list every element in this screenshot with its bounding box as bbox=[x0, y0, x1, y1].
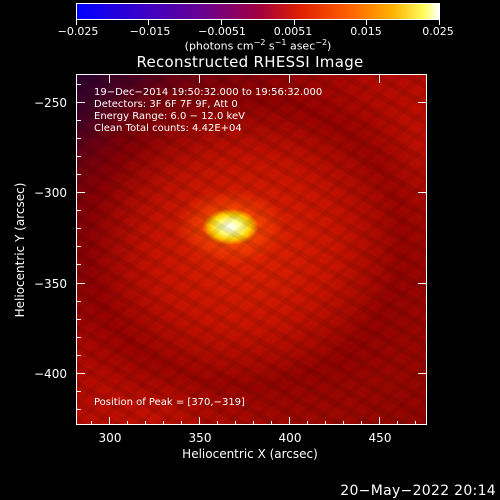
plot-title: Reconstructed RHESSI Image bbox=[136, 53, 364, 71]
x-minor-tick bbox=[307, 421, 308, 425]
image-texture bbox=[77, 75, 426, 424]
colorbar-tick-label: 0.0051 bbox=[273, 25, 313, 38]
y-minor-tick bbox=[77, 355, 81, 356]
colorbar bbox=[76, 3, 440, 20]
y-major-tick bbox=[77, 192, 85, 193]
x-minor-tick bbox=[253, 421, 254, 425]
y-minor-tick bbox=[77, 391, 81, 392]
x-tick-label: 400 bbox=[278, 431, 302, 445]
y-tick-label: −400 bbox=[34, 367, 67, 381]
y-major-tick bbox=[77, 373, 85, 374]
x-minor-tick bbox=[397, 421, 398, 425]
x-major-tick bbox=[379, 75, 380, 83]
colorbar-tick bbox=[221, 20, 222, 25]
y-minor-tick bbox=[77, 174, 81, 175]
plot-area: 19−Dec−2014 19:50:32.000 to 19:56:32.000… bbox=[76, 74, 427, 425]
colorbar-tick bbox=[76, 20, 77, 25]
x-minor-tick bbox=[325, 421, 326, 425]
x-minor-tick bbox=[235, 421, 236, 425]
x-minor-tick bbox=[217, 421, 218, 425]
x-minor-tick bbox=[271, 421, 272, 425]
colorbar-tick bbox=[439, 20, 440, 25]
y-minor-tick bbox=[77, 228, 81, 229]
colorbar-tick bbox=[294, 20, 295, 25]
colorbar-tick bbox=[148, 20, 149, 25]
colorbar-tick bbox=[366, 20, 367, 25]
x-major-tick bbox=[109, 75, 110, 83]
y-minor-tick bbox=[77, 264, 81, 265]
x-minor-tick bbox=[91, 421, 92, 425]
x-minor-tick bbox=[343, 421, 344, 425]
x-minor-tick bbox=[361, 421, 362, 425]
colorbar-tick-label: 0.015 bbox=[350, 25, 382, 38]
x-major-tick bbox=[109, 417, 110, 425]
info-energy-range: Energy Range: 6.0 − 12.0 keV bbox=[94, 111, 245, 122]
peak-position-label: Position of Peak = [370,−319] bbox=[94, 397, 245, 408]
x-minor-tick bbox=[145, 421, 146, 425]
y-major-tick bbox=[418, 102, 426, 103]
colorbar-units: (photons cm−2 s−1 asec−2) bbox=[184, 38, 332, 53]
x-minor-tick bbox=[127, 421, 128, 425]
y-minor-tick bbox=[77, 210, 81, 211]
y-major-tick bbox=[418, 283, 426, 284]
y-minor-tick bbox=[77, 337, 81, 338]
timestamp: 20−May−2022 20:14 bbox=[340, 483, 496, 499]
y-minor-tick bbox=[77, 138, 81, 139]
x-tick-label: 350 bbox=[188, 431, 212, 445]
x-minor-tick bbox=[181, 421, 182, 425]
y-minor-tick bbox=[77, 409, 81, 410]
y-tick-label: −350 bbox=[34, 277, 67, 291]
y-minor-tick bbox=[77, 301, 81, 302]
y-minor-tick bbox=[77, 84, 81, 85]
x-major-tick bbox=[199, 417, 200, 425]
y-minor-tick bbox=[77, 246, 81, 247]
x-major-tick bbox=[379, 417, 380, 425]
x-minor-tick bbox=[163, 421, 164, 425]
colorbar-tick-label: −0.025 bbox=[57, 25, 99, 38]
colorbar-tick-label: −0.0051 bbox=[198, 25, 246, 38]
x-major-tick bbox=[289, 417, 290, 425]
info-time-range: 19−Dec−2014 19:50:32.000 to 19:56:32.000 bbox=[94, 87, 323, 98]
x-minor-tick bbox=[415, 421, 416, 425]
x-major-tick bbox=[199, 75, 200, 83]
y-tick-label: −250 bbox=[34, 96, 67, 110]
y-minor-tick bbox=[77, 120, 81, 121]
x-tick-label: 450 bbox=[368, 431, 392, 445]
colorbar-tick-label: −0.015 bbox=[129, 25, 171, 38]
colorbar-tick-label: 0.025 bbox=[422, 25, 454, 38]
y-minor-tick bbox=[77, 319, 81, 320]
info-total-counts: Clean Total counts: 4.42E+04 bbox=[94, 123, 242, 134]
info-detectors: Detectors: 3F 6F 7F 9F, Att 0 bbox=[94, 99, 238, 110]
y-major-tick bbox=[77, 283, 85, 284]
y-tick-label: −300 bbox=[34, 186, 67, 200]
x-major-tick bbox=[289, 75, 290, 83]
x-axis-label: Heliocentric X (arcsec) bbox=[182, 447, 318, 461]
y-major-tick bbox=[77, 102, 85, 103]
y-major-tick bbox=[418, 373, 426, 374]
rhessi-image bbox=[77, 75, 426, 424]
x-tick-label: 300 bbox=[98, 431, 122, 445]
y-axis-label: Heliocentric Y (arcsec) bbox=[13, 182, 27, 318]
y-major-tick bbox=[418, 192, 426, 193]
y-minor-tick bbox=[77, 156, 81, 157]
